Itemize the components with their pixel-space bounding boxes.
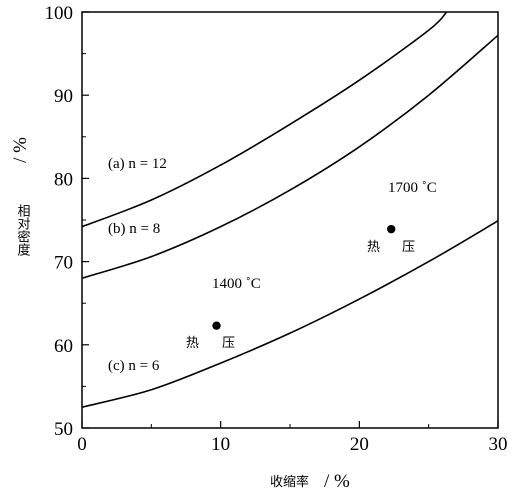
data-point [387, 224, 396, 234]
x-axis-unit: / % [324, 471, 350, 492]
method-label: 压 [402, 240, 415, 255]
axis-ticks: 0 10 20 30 50 60 70 80 90 100 [45, 3, 508, 455]
temperature-label: 1400 ˚C [212, 276, 261, 292]
x-tick-label: 0 [77, 434, 87, 455]
y-tick-label: 90 [54, 86, 73, 107]
data-points [212, 224, 396, 330]
series-line [81, 11, 448, 228]
curves [81, 11, 499, 408]
method-label: 热 [186, 336, 199, 351]
x-tick-label: 20 [350, 434, 369, 455]
x-tick-label: 10 [211, 434, 230, 455]
series-line [81, 34, 499, 280]
series-label: (a) n = 12 [108, 156, 167, 172]
method-label: 压 [222, 336, 235, 351]
y-tick-label: 100 [45, 3, 74, 24]
series-label: (b) n = 8 [108, 221, 160, 237]
data-point [212, 321, 221, 330]
temperature-label: 1700 ˚C [388, 180, 437, 196]
y-tick-label: 50 [54, 419, 73, 440]
y-axis-title: 相对密度 [15, 204, 31, 256]
y-axis-unit: / % [10, 137, 31, 163]
series-label: (c) n = 6 [108, 358, 160, 374]
x-axis-title: 收缩率 [270, 474, 309, 490]
y-tick-label: 70 [54, 253, 73, 274]
y-tick-label: 60 [54, 336, 73, 357]
series-line [81, 220, 499, 408]
x-tick-label: 30 [489, 434, 508, 455]
y-tick-label: 80 [54, 169, 73, 190]
method-label: 热 [367, 240, 380, 255]
